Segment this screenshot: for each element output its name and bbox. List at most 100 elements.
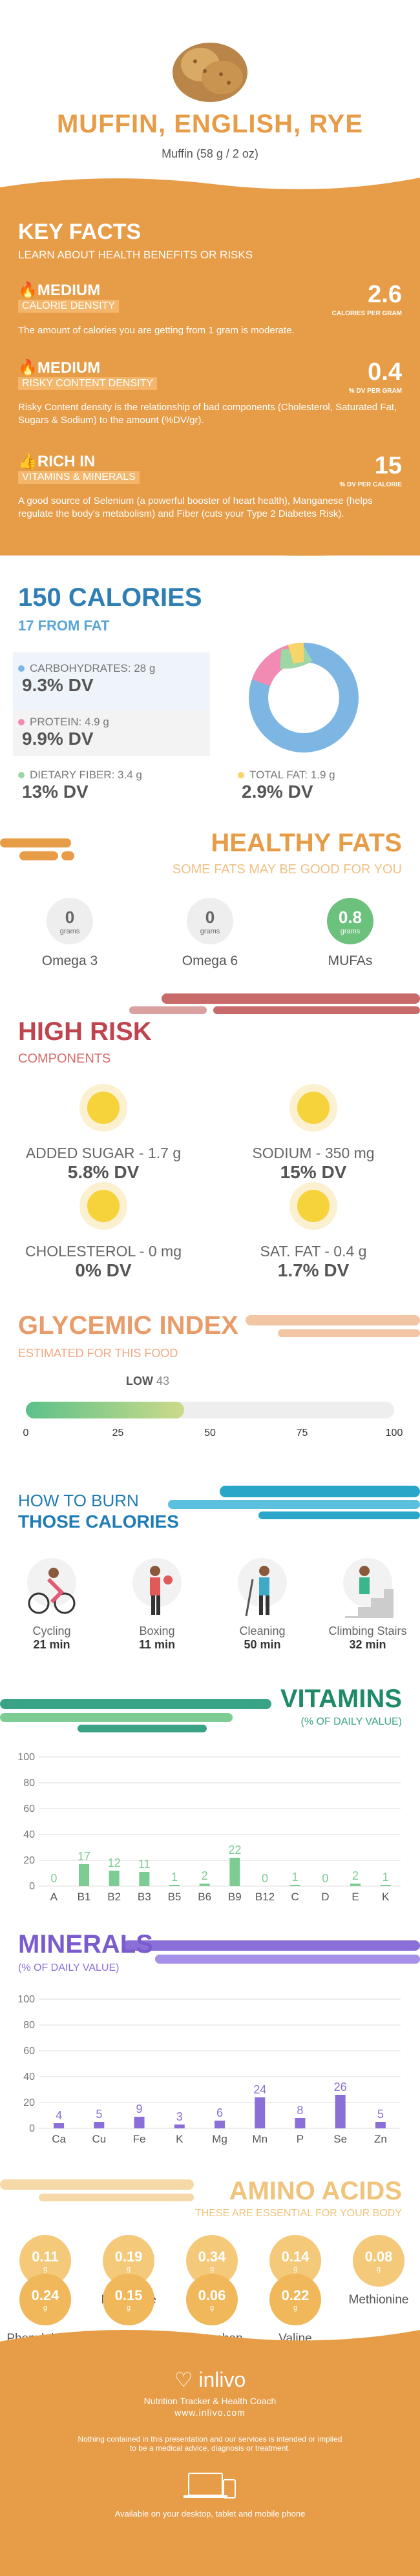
category-label: P	[297, 2133, 304, 2145]
footer-disclaimer-1: Nothing contained in this presentation a…	[78, 2435, 342, 2444]
bar	[380, 1885, 391, 1886]
calories-title: 150 CALORIES	[18, 583, 202, 612]
bar-value-label: 6	[216, 2106, 223, 2119]
category-label: B3	[138, 1891, 151, 1903]
smiley-icon	[297, 1190, 330, 1222]
vitamins-title: VITAMINS	[280, 1685, 402, 1713]
wave-decoration	[0, 178, 420, 197]
bar-value-label: 24	[253, 2083, 266, 2096]
bar-value-label: 1	[292, 1871, 299, 1884]
stairs-icon	[343, 1558, 394, 1618]
bar-value-label: 5	[96, 2108, 102, 2121]
bar	[350, 1884, 361, 1886]
bar	[174, 2124, 185, 2128]
high-risk-title: HIGH RISK	[18, 1017, 152, 1046]
smiley-icon	[87, 1092, 120, 1124]
glycemic-tick-label: 50	[204, 1428, 216, 1439]
y-tick-label: 0	[29, 1881, 35, 1892]
glycemic-tick-label: 75	[296, 1428, 308, 1439]
bar-value-label: 0	[50, 1872, 57, 1885]
glycemic-tick-label: 100	[385, 1428, 403, 1439]
high-risk-subtitle: COMPONENTS	[18, 1052, 111, 1066]
calorie-density-label: 🔥MEDIUM CALORIE DENSITY	[18, 281, 120, 313]
y-tick-label: 80	[23, 2020, 35, 2031]
wave-decoration	[0, 536, 420, 556]
cholesterol-item: CHOLESTEROL - 0 mg 0% DV	[19, 1190, 187, 1281]
cycling-icon	[27, 1558, 76, 1614]
bar-value-label: 9	[136, 2103, 143, 2115]
bar	[169, 1885, 180, 1886]
category-label: K	[382, 1891, 390, 1903]
sodium-item: SODIUM - 350 mg 15% DV	[229, 1092, 397, 1183]
y-tick-label: 40	[23, 2072, 35, 2083]
muffin-image	[173, 43, 247, 102]
healthy-fats-title: HEALTHY FATS	[211, 829, 402, 857]
calorie-density-value: 2.6 CALORIES PER GRAM	[331, 281, 402, 317]
y-tick-label: 0	[29, 2123, 35, 2134]
glycemic-tick-label: 0	[23, 1428, 29, 1439]
category-label: Cu	[92, 2133, 106, 2145]
amino-title: AMINO ACIDS	[229, 2177, 402, 2205]
flame-icon: 🔥	[18, 359, 37, 377]
boxing-item: Boxing 11 min	[109, 1557, 205, 1652]
minerals-title: MINERALS	[18, 1930, 153, 1958]
stripes-decoration	[129, 993, 420, 1014]
bar	[289, 1885, 300, 1886]
key-facts-title: KEY FACTS	[18, 220, 142, 244]
bar	[134, 2117, 145, 2128]
category-label: C	[291, 1891, 299, 1903]
stripes-decoration	[168, 1486, 420, 1519]
stripes-decoration	[246, 1315, 420, 1337]
bar-value-label: 26	[334, 2081, 347, 2093]
minerals-subtitle: (% OF DAILY VALUE)	[18, 1962, 120, 1973]
bar-value-label: 11	[138, 1858, 151, 1871]
cleaning-item: Cleaning 50 min	[214, 1557, 311, 1652]
burn-title-1: HOW TO BURN	[18, 1491, 139, 1510]
cleaning-icon	[238, 1558, 287, 1617]
bar-value-label: 0	[322, 1872, 328, 1885]
bar	[94, 2122, 105, 2128]
bar	[54, 2123, 65, 2128]
header: MUFFIN, ENGLISH, RYE Muffin (58 g / 2 oz…	[0, 0, 420, 197]
category-label: Zn	[374, 2133, 387, 2145]
footer-url[interactable]: www.inlivo.com	[174, 2407, 246, 2418]
footer-tagline: Nutrition Tracker & Health Coach	[143, 2396, 277, 2406]
risky-content-desc: Risky Content density is the relationshi…	[18, 402, 397, 426]
category-label: K	[176, 2133, 184, 2145]
y-tick-label: 80	[23, 1778, 35, 1789]
stripes-decoration	[0, 2179, 194, 2201]
bar-value-label: 22	[228, 1844, 241, 1856]
bar	[215, 2121, 225, 2128]
bar	[139, 1872, 150, 1886]
category-label: B2	[107, 1891, 121, 1903]
category-label: B12	[255, 1891, 275, 1903]
calories-donut-chart	[249, 643, 359, 753]
stripes-decoration	[0, 1699, 271, 1732]
category-label: D	[321, 1891, 329, 1903]
amino-subtitle: THESE ARE ESSENTIAL FOR YOUR BODY	[194, 2208, 402, 2219]
bar-value-label: 0	[262, 1872, 268, 1885]
burn-title-2: THOSE CALORIES	[18, 1511, 179, 1532]
bar-value-label: 3	[176, 2110, 183, 2123]
page-title: MUFFIN, ENGLISH, RYE	[56, 110, 364, 138]
bar	[79, 1864, 89, 1886]
flame-icon: 🔥	[18, 282, 37, 299]
bar	[375, 2122, 386, 2128]
bar	[229, 1858, 240, 1886]
stripes-decoration	[0, 838, 74, 860]
serving-size: Muffin (58 g / 2 oz)	[162, 147, 258, 160]
bar	[255, 2097, 266, 2128]
vitamins-minerals-desc: A good source of Selenium (a powerful bo…	[18, 495, 373, 519]
bar-value-label: 8	[297, 2104, 303, 2117]
glycemic-tick-label: 25	[112, 1428, 124, 1439]
smiley-icon	[297, 1092, 330, 1124]
heart-icon: ♡	[174, 2368, 193, 2391]
healthy-fats-subtitle: SOME FATS MAY BE GOOD FOR YOU	[172, 862, 402, 877]
category-label: B6	[198, 1891, 211, 1903]
bar-value-label: 4	[56, 2109, 62, 2122]
calorie-density-desc: The amount of calories you are getting f…	[18, 325, 295, 336]
bar-value-label: 5	[377, 2108, 384, 2121]
brand-logo: ♡ inlivo	[174, 2368, 246, 2391]
calories-from-fat: 17 FROM FAT	[18, 618, 110, 634]
bar	[335, 2095, 346, 2128]
